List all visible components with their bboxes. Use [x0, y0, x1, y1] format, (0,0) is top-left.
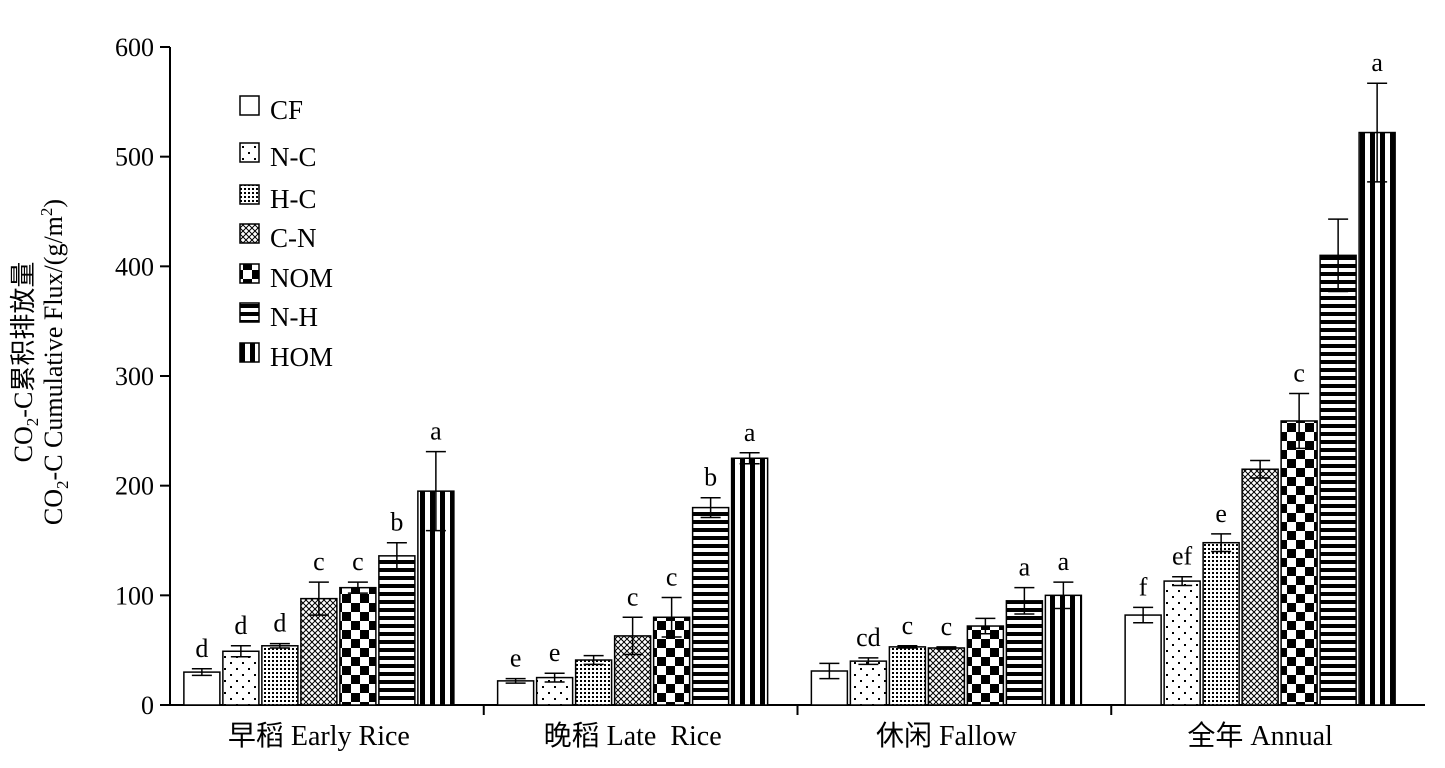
- bar-h-c: [574, 659, 613, 706]
- legend-label-h-c: H-C: [270, 184, 317, 214]
- legend-swatch-cf: [239, 95, 260, 116]
- bar-h-c: [1202, 541, 1240, 706]
- significance-label: a: [430, 417, 442, 446]
- bar-n-h: [1319, 254, 1357, 706]
- bar-nom: [966, 625, 1005, 706]
- legend-label-cf: CF: [270, 95, 303, 125]
- significance-label: d: [234, 611, 247, 640]
- significance-label: a: [1019, 553, 1031, 582]
- significance-label: b: [390, 508, 403, 537]
- y-tick-label: 600: [115, 33, 154, 62]
- significance-label: e: [549, 638, 561, 667]
- legend-swatch-n-h: [239, 302, 260, 323]
- significance-label: c: [941, 612, 953, 641]
- significance-label: c: [902, 611, 914, 640]
- bar-h-c: [888, 646, 927, 706]
- bar-n-c: [1163, 580, 1201, 706]
- y-axis-label-line1: CO2-C累积排放量: [9, 262, 42, 463]
- x-category-label: 早稻 Early Rice: [228, 720, 410, 752]
- y-tick-label: 500: [115, 143, 154, 172]
- x-category-label: 全年 Annual: [1187, 720, 1333, 752]
- significance-label: a: [1371, 48, 1383, 77]
- y-tick-label: 100: [115, 581, 154, 610]
- axes: 0 100 200 300 400 500 600 早稻 Early Rice 晚稻 Late …: [115, 33, 1425, 752]
- legend-swatch-nom: [239, 263, 260, 284]
- significance-label: c: [313, 547, 325, 576]
- significance-label: d: [273, 609, 286, 638]
- bar-c-n: [300, 597, 338, 706]
- y-tick-label: 200: [115, 472, 154, 501]
- significance-label: c: [666, 563, 678, 592]
- significance-label: c: [1293, 359, 1305, 388]
- legend-swatch-h-c: [239, 184, 260, 205]
- significance-label: d: [195, 634, 208, 663]
- significance-label: c: [627, 582, 639, 611]
- legend-label-nom: NOM: [270, 263, 333, 293]
- legend-label-n-h: N-H: [270, 302, 318, 332]
- legend: CF N-C H-C C-N NOM N-H HOM: [239, 95, 333, 372]
- bar-c-n: [1241, 468, 1279, 706]
- significance-label: a: [1058, 547, 1070, 576]
- legend-swatch-n-c: [239, 142, 260, 163]
- bar-cf: [1124, 614, 1162, 706]
- bar-hom: [1358, 131, 1396, 706]
- significance-label: c: [352, 547, 364, 576]
- bar-nom: [339, 586, 377, 706]
- significance-label: a: [744, 418, 756, 447]
- significance-label: ef: [1172, 542, 1193, 571]
- bar-h-c: [261, 645, 299, 706]
- y-tick-label: 300: [115, 362, 154, 391]
- x-category-label: 晚稻 Late Rice: [544, 720, 722, 752]
- y-tick-label: 400: [115, 252, 154, 281]
- legend-swatch-hom: [239, 342, 260, 363]
- bar-n-h: [691, 506, 730, 706]
- y-tick-label: 0: [141, 691, 154, 720]
- bar-n-h: [378, 555, 416, 706]
- legend-label-hom: HOM: [270, 342, 333, 372]
- y-axis-label-line2: CO2-C Cumulative Flux/(g/m2): [37, 199, 72, 525]
- bar-cf: [183, 671, 221, 706]
- legend-label-c-n: C-N: [270, 223, 317, 253]
- bar-n-c: [849, 660, 888, 706]
- bar-cf: [496, 680, 535, 706]
- bar-c-n: [927, 647, 966, 706]
- significance-label: e: [1215, 499, 1227, 528]
- legend-label-n-c: N-C: [270, 142, 317, 172]
- bar-hom: [730, 457, 769, 706]
- significance-label: e: [510, 644, 522, 673]
- significance-label: b: [704, 463, 717, 492]
- bar-hom: [1044, 594, 1083, 706]
- bar-n-h: [1005, 600, 1044, 706]
- bar-n-c: [222, 650, 260, 706]
- significance-label: f: [1139, 572, 1148, 601]
- significance-label: cd: [856, 623, 881, 652]
- x-category-label: 休闲 Fallow: [876, 720, 1018, 752]
- legend-swatch-c-n: [239, 223, 260, 244]
- bar-nom: [1280, 420, 1318, 706]
